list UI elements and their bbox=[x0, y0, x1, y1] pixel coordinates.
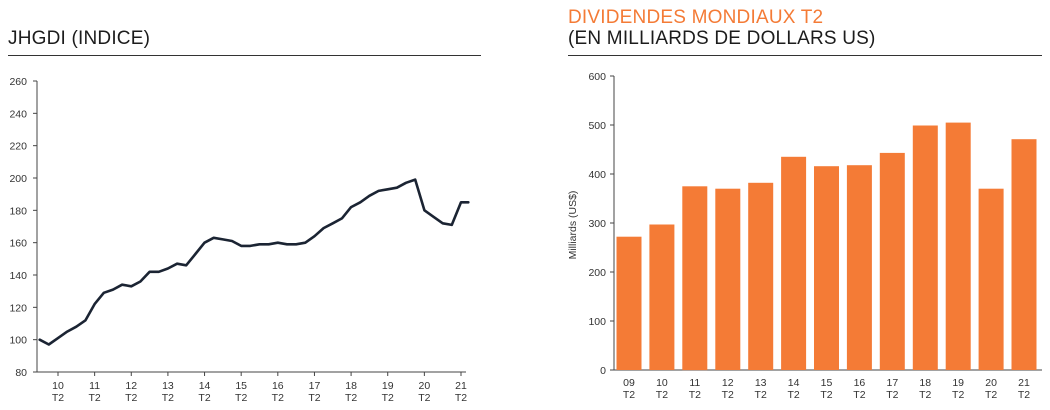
right-bar bbox=[879, 152, 905, 370]
right-y-tick-label: 100 bbox=[588, 316, 606, 328]
right-x-tick-label-quarter: T2 bbox=[919, 389, 931, 401]
right-x-tick-label-quarter: T2 bbox=[722, 389, 734, 401]
left-x-tick-label-year: 21 bbox=[455, 380, 467, 392]
right-bar bbox=[616, 236, 642, 370]
right-chart-subtitle: (EN MILLIARDS DE DOLLARS US) bbox=[568, 28, 876, 49]
left-x-tick-label-year: 11 bbox=[89, 380, 100, 392]
left-y-tick-label: 240 bbox=[9, 108, 27, 120]
left-x-tick-label-quarter: T2 bbox=[198, 392, 210, 404]
right-x-tick-label-year: 09 bbox=[623, 377, 635, 389]
right-x-tick-label-quarter: T2 bbox=[689, 389, 701, 401]
right-x-tick-label-year: 21 bbox=[1018, 377, 1030, 389]
left-x-tick-label-year: 19 bbox=[382, 380, 394, 392]
left-x-tick-label-quarter: T2 bbox=[455, 392, 467, 404]
left-chart-title: JHGDI (INDICE) bbox=[8, 28, 151, 49]
right-bar bbox=[814, 166, 839, 370]
right-x-tick-label-quarter: T2 bbox=[952, 389, 964, 401]
right-bar bbox=[781, 156, 807, 370]
right-y-tick-label: 500 bbox=[588, 120, 606, 132]
right-x-tick-label-year: 15 bbox=[821, 377, 833, 389]
left-x-tick-label-quarter: T2 bbox=[345, 392, 357, 404]
right-bar bbox=[978, 188, 1004, 370]
left-y-tick-label: 80 bbox=[15, 367, 27, 379]
left-y-tick-label: 200 bbox=[9, 173, 27, 185]
right-x-tick-label-year: 18 bbox=[919, 377, 931, 389]
left-x-tick-label-quarter: T2 bbox=[235, 392, 247, 404]
right-x-tick-label-year: 14 bbox=[788, 377, 800, 389]
right-y-tick-label: 600 bbox=[588, 71, 606, 83]
left-series-line bbox=[38, 178, 470, 346]
right-x-tick-label-year: 10 bbox=[656, 377, 668, 389]
left-x-tick-label-quarter: T2 bbox=[162, 392, 174, 404]
right-y-tick-label: 300 bbox=[588, 218, 606, 230]
left-x-tick-label-year: 17 bbox=[309, 380, 321, 392]
right-bar bbox=[748, 182, 774, 370]
right-y-axis-label: Milliards (US$) bbox=[567, 191, 579, 260]
right-x-tick-label-year: 11 bbox=[689, 377, 700, 389]
left-x-tick-label-year: 10 bbox=[52, 380, 64, 392]
right-x-tick-label-year: 13 bbox=[755, 377, 767, 389]
left-title-rule bbox=[8, 55, 481, 56]
right-y-tick-label: 200 bbox=[588, 267, 606, 279]
left-x-tick-label-quarter: T2 bbox=[272, 392, 284, 404]
left-x-tick-label-year: 12 bbox=[125, 380, 137, 392]
right-x-tick-label-quarter: T2 bbox=[853, 389, 865, 401]
right-x-tick-label-quarter: T2 bbox=[656, 389, 668, 401]
right-x-tick-label-year: 16 bbox=[854, 377, 866, 389]
left-x-tick-label-quarter: T2 bbox=[125, 392, 137, 404]
right-x-tick-label-quarter: T2 bbox=[985, 389, 997, 401]
left-y-tick-label: 160 bbox=[9, 238, 27, 250]
left-x-tick-label-year: 16 bbox=[272, 380, 284, 392]
right-y-tick-label: 400 bbox=[588, 169, 606, 181]
right-y-tick-label: 0 bbox=[600, 365, 606, 377]
left-x-tick-label-year: 14 bbox=[199, 380, 211, 392]
left-y-tick-label: 220 bbox=[9, 141, 27, 153]
right-x-tick-label-quarter: T2 bbox=[886, 389, 898, 401]
left-x-tick-label-year: 20 bbox=[419, 380, 431, 392]
left-y-tick-label: 140 bbox=[9, 270, 27, 282]
right-x-tick-label-quarter: T2 bbox=[820, 389, 832, 401]
left-x-tick-label-quarter: T2 bbox=[52, 392, 64, 404]
right-x-tick-label-quarter: T2 bbox=[1018, 389, 1030, 401]
left-x-tick-label-quarter: T2 bbox=[418, 392, 430, 404]
right-bar bbox=[912, 125, 938, 370]
right-bar bbox=[846, 165, 872, 370]
left-x-tick-label-quarter: T2 bbox=[89, 392, 101, 404]
right-bar bbox=[1011, 139, 1037, 370]
right-x-tick-label-year: 19 bbox=[952, 377, 964, 389]
left-y-tick-label: 180 bbox=[9, 205, 27, 217]
right-chart-title: DIVIDENDES MONDIAUX T2 bbox=[568, 7, 824, 28]
left-y-tick-label: 100 bbox=[9, 335, 27, 347]
right-x-tick-label-quarter: T2 bbox=[623, 389, 635, 401]
right-x-tick-label-year: 17 bbox=[886, 377, 898, 389]
right-x-tick-label-year: 12 bbox=[722, 377, 734, 389]
left-x-tick-label-year: 18 bbox=[345, 380, 357, 392]
right-bar bbox=[715, 188, 741, 370]
right-bar bbox=[945, 122, 971, 370]
right-x-tick-label-year: 20 bbox=[985, 377, 997, 389]
left-x-tick-label-year: 13 bbox=[162, 380, 174, 392]
right-x-tick-label-quarter: T2 bbox=[755, 389, 767, 401]
left-x-tick-label-quarter: T2 bbox=[308, 392, 320, 404]
left-y-tick-label: 120 bbox=[9, 302, 27, 314]
left-x-tick-label-quarter: T2 bbox=[382, 392, 394, 404]
left-y-tick-label: 260 bbox=[9, 76, 27, 88]
right-bar bbox=[682, 186, 708, 371]
right-x-tick-label-quarter: T2 bbox=[787, 389, 799, 401]
left-x-tick-label-year: 15 bbox=[235, 380, 247, 392]
right-bar bbox=[649, 224, 675, 370]
right-title-rule bbox=[568, 55, 1042, 56]
